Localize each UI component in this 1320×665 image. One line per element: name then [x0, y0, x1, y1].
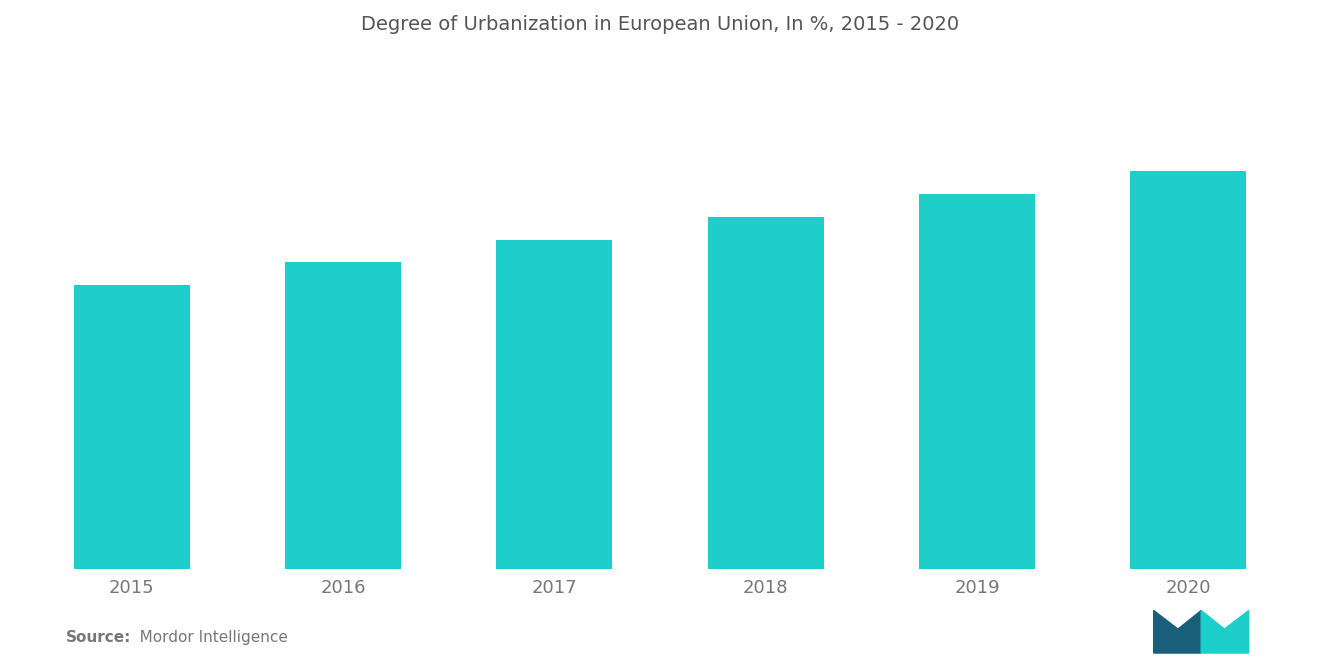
Text: Source:: Source: — [66, 630, 132, 645]
Polygon shape — [1201, 610, 1249, 653]
Bar — [285, 262, 401, 665]
Polygon shape — [1154, 610, 1201, 653]
Text: Mordor Intelligence: Mordor Intelligence — [125, 630, 288, 645]
Title: Degree of Urbanization in European Union, In %, 2015 - 2020: Degree of Urbanization in European Union… — [360, 15, 960, 34]
Bar — [1130, 172, 1246, 665]
Bar — [496, 239, 612, 665]
Bar — [74, 285, 190, 665]
Bar — [708, 217, 824, 665]
Bar — [919, 194, 1035, 665]
